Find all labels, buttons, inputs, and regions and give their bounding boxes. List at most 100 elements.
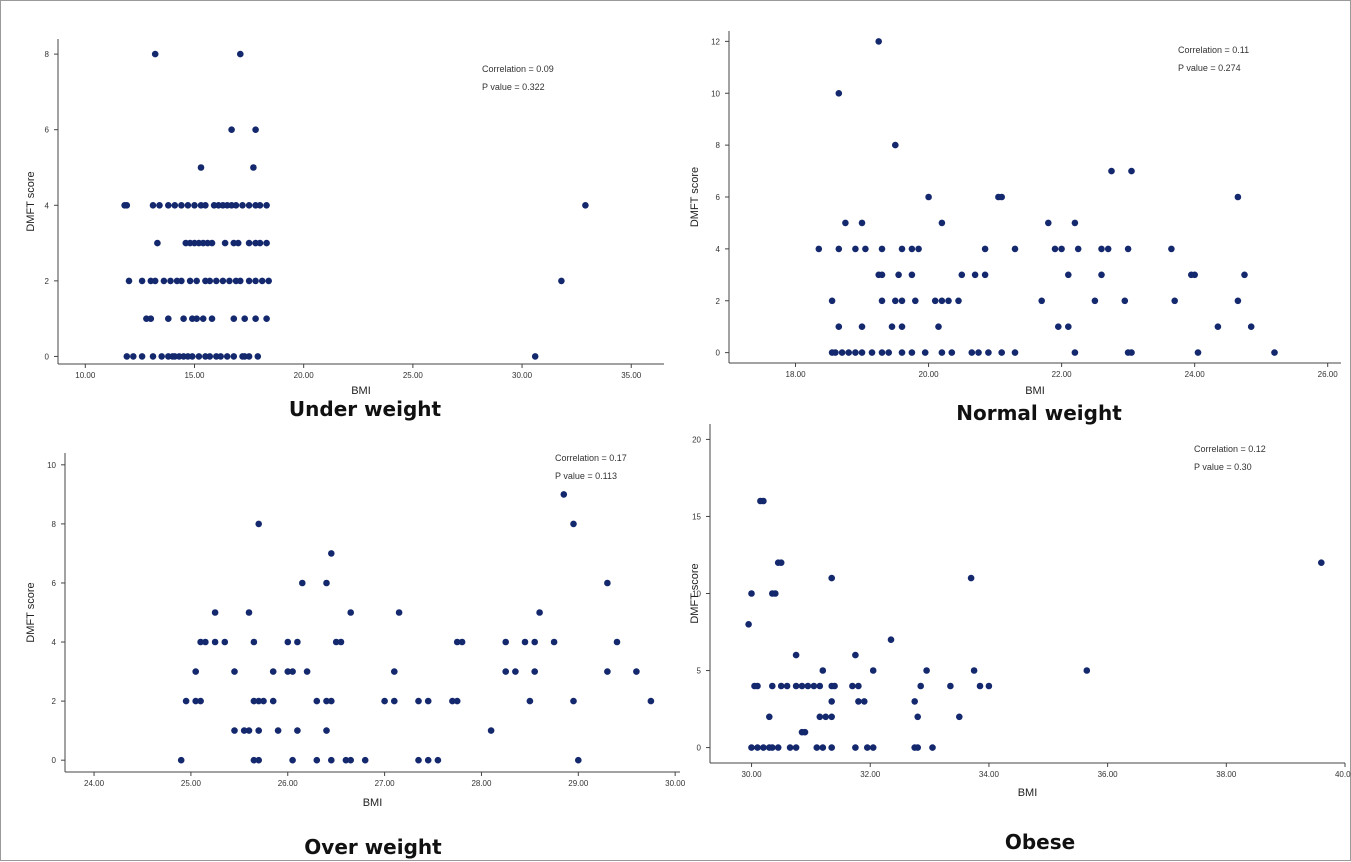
data-point — [786, 744, 794, 751]
data-point — [230, 353, 238, 360]
data-point — [217, 353, 224, 360]
data-point — [337, 638, 345, 646]
data-point — [875, 38, 882, 45]
data-point — [1011, 349, 1019, 356]
data-point — [1038, 297, 1045, 305]
data-point — [202, 202, 209, 209]
data-point — [985, 349, 992, 356]
data-point — [981, 245, 989, 253]
data-point — [252, 315, 259, 323]
data-point — [1065, 271, 1072, 279]
x-axis-title: BMI — [1018, 787, 1038, 799]
data-point — [815, 245, 823, 253]
data-point — [197, 164, 205, 171]
data-point — [912, 297, 919, 305]
data-point — [917, 682, 924, 690]
data-point — [754, 682, 761, 690]
data-point — [895, 271, 902, 279]
data-point — [177, 756, 185, 764]
data-point — [299, 579, 306, 587]
data-point — [263, 315, 270, 323]
data-point — [971, 271, 979, 279]
data-point — [255, 520, 262, 528]
x-tick-label: 28.00 — [471, 779, 492, 788]
correlation-annotation: Correlation = 0.11 — [1178, 45, 1249, 55]
data-point — [550, 638, 558, 646]
data-point — [948, 349, 956, 356]
data-point — [231, 668, 238, 675]
data-point — [245, 727, 253, 734]
data-point — [798, 682, 806, 690]
data-point — [154, 239, 161, 247]
y-tick-label: 4 — [52, 638, 57, 647]
y-tick-label: 12 — [711, 37, 720, 46]
data-point — [858, 323, 866, 331]
data-point — [998, 193, 1005, 201]
y-tick-label: 10 — [692, 590, 701, 599]
data-point — [938, 297, 946, 305]
data-point — [835, 245, 843, 253]
data-point — [192, 697, 199, 705]
data-point — [294, 638, 301, 646]
data-point — [245, 239, 253, 247]
x-axis-title: BMI — [1025, 385, 1045, 397]
x-tick-label: 15.00 — [184, 371, 205, 380]
data-point — [1055, 323, 1062, 331]
data-point — [878, 271, 886, 279]
y-tick-label: 4 — [716, 245, 721, 254]
data-point — [160, 277, 168, 285]
data-point — [232, 202, 240, 209]
data-point — [1124, 245, 1132, 253]
data-point — [221, 638, 229, 646]
y-tick-label: 8 — [52, 520, 57, 529]
x-tick-label: 30.00 — [742, 770, 763, 779]
data-point — [914, 744, 921, 751]
data-point — [956, 713, 963, 721]
data-point — [252, 126, 259, 133]
x-tick-label: 32.00 — [860, 770, 881, 779]
data-point — [855, 682, 862, 690]
data-point — [981, 271, 989, 279]
data-point — [931, 297, 939, 305]
data-point — [1051, 245, 1059, 253]
data-point — [342, 756, 350, 764]
data-point — [250, 697, 258, 705]
data-point — [633, 668, 640, 675]
data-point — [255, 697, 262, 705]
data-point — [147, 315, 155, 323]
data-point — [970, 667, 978, 674]
data-point — [193, 277, 200, 285]
data-point — [604, 668, 611, 675]
data-point — [221, 239, 229, 247]
data-point — [156, 202, 163, 209]
y-tick-label: 2 — [716, 297, 721, 306]
data-point — [769, 744, 776, 751]
data-point — [1247, 323, 1255, 331]
data-point — [328, 550, 335, 557]
correlation-annotation: Correlation = 0.09 — [482, 64, 554, 74]
data-point — [347, 756, 355, 764]
data-point — [748, 590, 755, 597]
data-point — [289, 668, 296, 675]
data-point — [604, 579, 611, 587]
data-point — [424, 756, 432, 764]
x-tick-label: 18.00 — [786, 370, 807, 379]
data-point — [858, 219, 866, 227]
y-tick-label: 8 — [45, 50, 50, 59]
data-point — [835, 90, 843, 97]
data-point — [1234, 297, 1242, 305]
y-tick-label: 4 — [45, 201, 50, 210]
data-point — [1058, 245, 1065, 253]
data-point — [151, 277, 159, 285]
data-point — [929, 744, 936, 751]
chart-panel-0: 10.00 15.00 20.00 25.00 30.00 35.00 0 2 4 6 8 BMI DM… — [25, 39, 664, 397]
data-point — [888, 323, 896, 331]
data-point — [892, 297, 899, 305]
data-point — [792, 651, 800, 659]
data-point — [898, 297, 906, 305]
data-point — [1011, 245, 1019, 253]
data-point — [1168, 245, 1175, 253]
x-tick-label: 22.00 — [1052, 370, 1073, 379]
data-point — [828, 297, 836, 305]
